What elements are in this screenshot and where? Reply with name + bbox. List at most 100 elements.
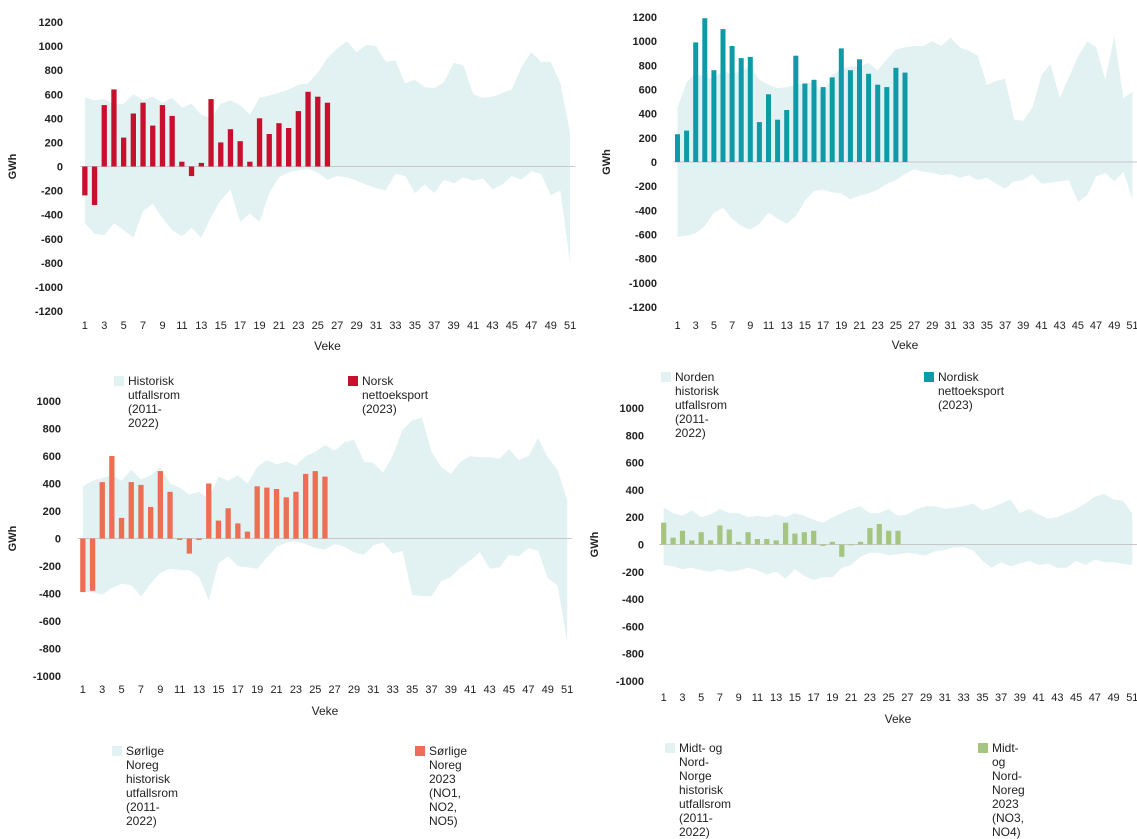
x-tick-label: 41 bbox=[1035, 320, 1047, 332]
bar-week-23 bbox=[875, 84, 881, 162]
bar-week-23 bbox=[867, 528, 873, 545]
bar-week-19 bbox=[256, 118, 263, 167]
bar-week-9 bbox=[736, 541, 742, 545]
bar-week-3 bbox=[679, 530, 686, 545]
bar-week-24 bbox=[876, 524, 882, 545]
x-tick-label: 9 bbox=[736, 692, 742, 704]
y-tick-label: -600 bbox=[635, 230, 657, 242]
bar-week-14 bbox=[206, 483, 212, 539]
bar-week-22 bbox=[286, 128, 292, 167]
x-tick-label: 43 bbox=[484, 684, 496, 696]
bar-week-24 bbox=[303, 473, 309, 539]
legend-item-bars: Sørlige Noreg 2023 (NO1, NO2, NO5) bbox=[415, 744, 467, 828]
legend-swatch-bars bbox=[415, 746, 425, 756]
x-tick-label: 21 bbox=[270, 684, 282, 696]
legend-label-bars: Midt- og Nord-Noreg 2023 (NO3, NO4) bbox=[992, 741, 1025, 839]
bar-week-9 bbox=[747, 56, 753, 162]
x-tick-label: 21 bbox=[845, 692, 857, 704]
bar-week-13 bbox=[773, 540, 779, 545]
y-tick-label: 200 bbox=[639, 133, 657, 145]
x-tick-label: 17 bbox=[234, 320, 246, 332]
x-tick-label: 35 bbox=[406, 684, 418, 696]
y-tick-label: -800 bbox=[41, 258, 63, 270]
x-tick-label: 29 bbox=[350, 320, 362, 332]
x-tick-label: 7 bbox=[140, 320, 146, 332]
x-tick-label: 51 bbox=[1126, 320, 1137, 332]
bar-week-3 bbox=[693, 42, 699, 162]
bar-week-13 bbox=[198, 162, 204, 167]
x-axis-title: Veke bbox=[312, 704, 339, 718]
x-tick-label: 51 bbox=[564, 320, 576, 332]
bar-week-21 bbox=[276, 123, 282, 167]
x-tick-label: 43 bbox=[1051, 692, 1063, 704]
y-tick-label: -1000 bbox=[33, 671, 61, 683]
bar-week-19 bbox=[829, 541, 835, 545]
legend-swatch-bars bbox=[348, 376, 358, 386]
chart-panel-south: -1000 -800 -600 -400 -200 0 200 400 600 800 1000 1 3… bbox=[0, 390, 580, 828]
x-tick-label: 51 bbox=[1126, 692, 1137, 704]
bar-week-1 bbox=[675, 134, 680, 162]
legend-label-range: Sørlige Noreg historisk utfallsrom (2011… bbox=[126, 744, 179, 828]
bar-week-17 bbox=[820, 87, 826, 162]
legend-item-range: Sørlige Noreg historisk utfallsrom (2011… bbox=[112, 744, 178, 828]
x-tick-label: 13 bbox=[781, 320, 793, 332]
bar-week-23 bbox=[295, 111, 301, 167]
bar-week-14 bbox=[208, 99, 214, 167]
y-axis-title: GWh bbox=[601, 149, 613, 175]
bar-week-7 bbox=[717, 525, 723, 545]
bar-week-8 bbox=[148, 506, 154, 539]
x-tick-label: 17 bbox=[232, 684, 244, 696]
bar-week-16 bbox=[811, 79, 817, 162]
x-tick-label: 15 bbox=[212, 684, 224, 696]
bar-week-5 bbox=[711, 70, 717, 162]
bar-week-26 bbox=[324, 102, 331, 167]
bar-week-6 bbox=[720, 29, 726, 162]
bar-week-8 bbox=[726, 529, 732, 545]
y-tick-label: 600 bbox=[639, 85, 657, 97]
bar-week-25 bbox=[893, 67, 899, 163]
bar-week-15 bbox=[215, 520, 222, 539]
legend-item-bars: Norsk nettoeksport (2023) bbox=[348, 374, 428, 416]
bar-week-2 bbox=[670, 537, 676, 545]
x-tick-label: 37 bbox=[995, 692, 1007, 704]
bar-week-14 bbox=[793, 55, 799, 163]
bar-week-26 bbox=[322, 476, 328, 539]
bar-week-24 bbox=[305, 91, 311, 167]
x-tick-label: 11 bbox=[763, 320, 774, 332]
x-tick-label: 13 bbox=[193, 684, 205, 696]
y-tick-label: -800 bbox=[39, 644, 61, 656]
x-tick-label: 45 bbox=[1070, 692, 1082, 704]
bar-week-19 bbox=[254, 486, 260, 539]
bar-week-4 bbox=[702, 18, 708, 163]
x-tick-label: 13 bbox=[195, 320, 207, 332]
bar-week-2 bbox=[684, 130, 690, 162]
y-tick-label: 800 bbox=[43, 424, 61, 436]
y-tick-label: -200 bbox=[622, 567, 644, 579]
y-tick-label: 600 bbox=[43, 451, 61, 463]
x-tick-label: 39 bbox=[445, 684, 457, 696]
x-tick-label: 37 bbox=[999, 320, 1011, 332]
y-tick-label: -1000 bbox=[629, 278, 657, 290]
x-tick-label: 27 bbox=[331, 320, 343, 332]
bar-week-26 bbox=[895, 530, 901, 545]
y-tick-label: 200 bbox=[626, 512, 644, 524]
bar-week-22 bbox=[857, 541, 864, 545]
bar-week-18 bbox=[820, 544, 826, 546]
y-tick-label: 600 bbox=[626, 458, 644, 470]
bar-week-21 bbox=[848, 544, 854, 546]
x-tick-label: 25 bbox=[312, 320, 324, 332]
x-tick-label: 31 bbox=[944, 320, 956, 332]
x-tick-label: 47 bbox=[522, 684, 534, 696]
legend-item-bars: Nordisk nettoeksport (2023) bbox=[924, 370, 1004, 412]
x-tick-label: 47 bbox=[525, 320, 537, 332]
bar-week-21 bbox=[857, 59, 862, 162]
bar-week-12 bbox=[186, 538, 192, 554]
bar-week-20 bbox=[839, 544, 845, 557]
x-axis-title: Veke bbox=[892, 338, 919, 352]
bar-week-15 bbox=[802, 83, 808, 162]
x-tick-label: 33 bbox=[957, 692, 969, 704]
bar-week-1 bbox=[80, 538, 86, 593]
bar-week-19 bbox=[838, 48, 844, 162]
bar-week-22 bbox=[866, 73, 872, 162]
